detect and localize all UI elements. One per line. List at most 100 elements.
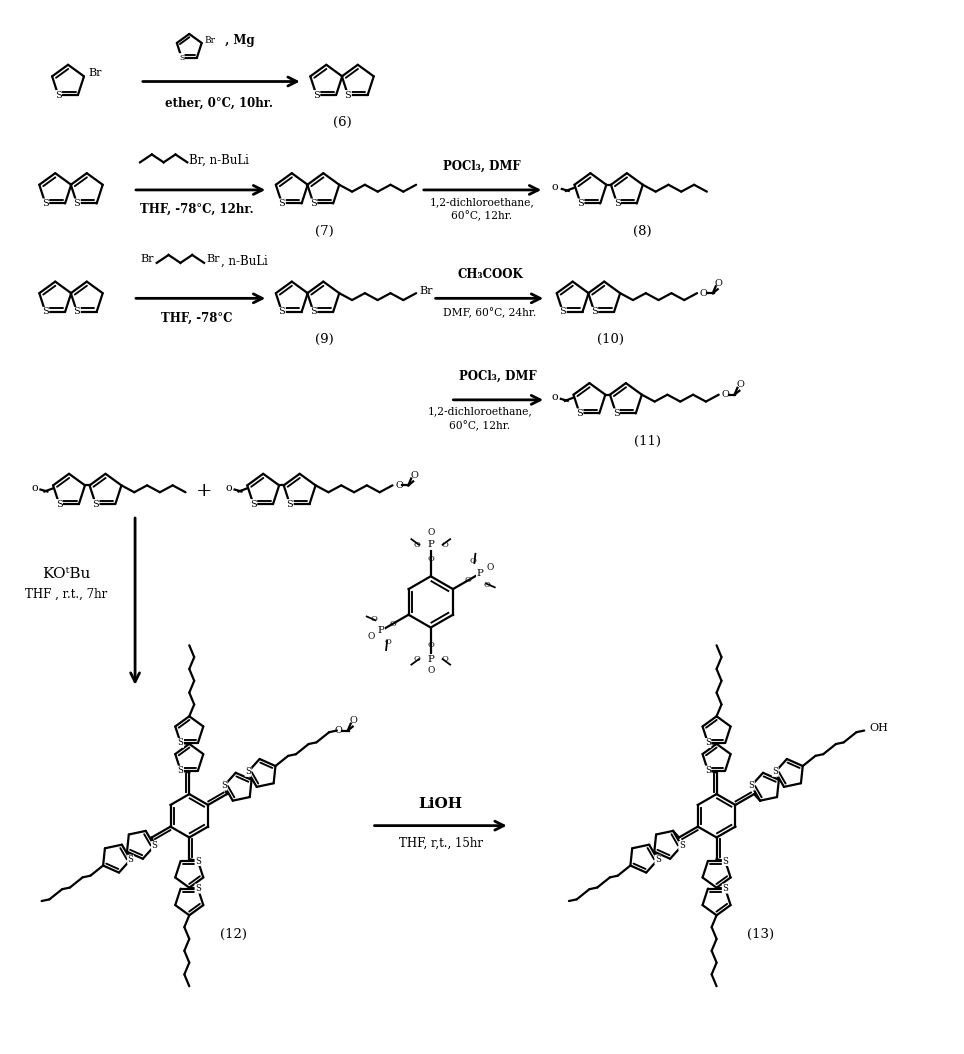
Text: LiOH: LiOH <box>418 797 463 811</box>
Text: O: O <box>335 726 343 735</box>
Text: O: O <box>389 620 396 627</box>
Text: O: O <box>714 279 723 288</box>
Text: P: P <box>427 655 434 664</box>
Text: S: S <box>250 500 256 509</box>
Text: O: O <box>385 639 391 646</box>
Text: S: S <box>705 766 710 775</box>
Text: S: S <box>591 308 598 316</box>
Text: O: O <box>700 289 708 297</box>
Text: S: S <box>655 855 660 864</box>
Text: S: S <box>344 91 351 99</box>
Text: 60°C, 12hr.: 60°C, 12hr. <box>451 210 513 221</box>
Text: , Mg: , Mg <box>222 34 255 46</box>
Text: O: O <box>427 641 434 649</box>
Text: S: S <box>577 199 584 208</box>
Text: S: S <box>559 308 566 316</box>
Text: S: S <box>73 199 80 208</box>
Text: DMF, 60°C, 24hr.: DMF, 60°C, 24hr. <box>443 308 537 318</box>
Text: S: S <box>127 855 133 864</box>
Text: S: S <box>279 308 285 316</box>
Text: ether, 0°C, 10hr.: ether, 0°C, 10hr. <box>165 97 273 110</box>
Text: S: S <box>748 781 755 790</box>
Text: S: S <box>73 308 80 316</box>
Text: O: O <box>367 632 375 641</box>
Text: , n-BuLi: , n-BuLi <box>221 254 268 268</box>
Text: O: O <box>484 581 491 589</box>
Text: S: S <box>679 841 684 851</box>
Text: 1,2-dichloroethane,: 1,2-dichloroethane, <box>428 407 532 416</box>
Text: Br, n-BuLi: Br, n-BuLi <box>189 154 249 167</box>
Text: O: O <box>350 716 358 725</box>
Text: S: S <box>179 54 184 61</box>
Text: S: S <box>55 91 62 99</box>
Text: S: S <box>195 884 201 893</box>
Text: 1,2-dichloroethane,: 1,2-dichloroethane, <box>430 197 534 207</box>
Text: P: P <box>427 541 434 549</box>
Text: S: S <box>722 857 728 865</box>
Text: O: O <box>427 554 434 563</box>
Text: THF, r,t., 15hr: THF, r,t., 15hr <box>398 837 483 850</box>
Text: S: S <box>722 884 728 893</box>
Text: (12): (12) <box>220 928 247 940</box>
Text: S: S <box>42 308 49 316</box>
Text: 60°C, 12hr.: 60°C, 12hr. <box>449 421 511 431</box>
Text: O: O <box>427 666 435 676</box>
Text: OH: OH <box>870 723 888 733</box>
Text: Br: Br <box>419 287 433 296</box>
Text: (7): (7) <box>315 225 334 238</box>
Text: CH₃COOK: CH₃COOK <box>457 268 522 281</box>
Text: S: S <box>195 857 201 865</box>
Text: S: S <box>93 500 99 509</box>
Text: +: + <box>196 482 212 500</box>
Text: S: S <box>279 199 285 208</box>
Text: o: o <box>31 483 38 492</box>
Text: S: S <box>313 91 320 99</box>
Text: S: S <box>177 739 183 747</box>
Text: o: o <box>551 392 558 402</box>
Text: KOᵗBu: KOᵗBu <box>41 567 91 582</box>
Text: S: S <box>221 781 228 790</box>
Text: Br: Br <box>206 254 220 264</box>
Text: (8): (8) <box>633 225 652 238</box>
Text: O: O <box>414 656 420 663</box>
Text: O: O <box>427 528 435 538</box>
Text: O: O <box>442 656 448 663</box>
Text: O: O <box>736 380 744 389</box>
Text: P: P <box>378 626 385 635</box>
Text: S: S <box>310 199 317 208</box>
Text: Br: Br <box>140 254 153 264</box>
Text: S: S <box>245 767 251 777</box>
Text: o: o <box>551 182 558 192</box>
Text: (6): (6) <box>333 116 352 130</box>
Text: O: O <box>469 558 477 565</box>
Text: POCl₃, DMF: POCl₃, DMF <box>443 160 521 173</box>
Text: O: O <box>442 541 448 549</box>
Text: S: S <box>613 409 620 418</box>
Text: O: O <box>722 390 730 399</box>
Text: THF, -78°C: THF, -78°C <box>161 312 233 325</box>
Text: (13): (13) <box>747 928 774 940</box>
Text: S: S <box>576 409 583 418</box>
Text: Br: Br <box>204 36 216 44</box>
Text: Br: Br <box>88 69 101 78</box>
Text: THF , r.t., 7hr: THF , r.t., 7hr <box>25 587 107 601</box>
Text: (10): (10) <box>597 333 624 346</box>
Text: S: S <box>42 199 49 208</box>
Text: O: O <box>414 541 420 549</box>
Text: O: O <box>371 614 378 623</box>
Text: o: o <box>226 483 232 492</box>
Text: O: O <box>395 481 403 490</box>
Text: S: S <box>614 199 621 208</box>
Text: S: S <box>286 500 293 509</box>
Text: P: P <box>477 569 484 578</box>
Text: O: O <box>487 563 495 572</box>
Text: O: O <box>465 577 471 584</box>
Text: S: S <box>151 841 157 851</box>
Text: S: S <box>56 500 63 509</box>
Text: S: S <box>177 766 183 775</box>
Text: POCl₃, DMF: POCl₃, DMF <box>459 370 537 383</box>
Text: (9): (9) <box>315 333 334 346</box>
Text: THF, -78°C, 12hr.: THF, -78°C, 12hr. <box>141 203 254 216</box>
Text: O: O <box>411 471 418 480</box>
Text: S: S <box>310 308 317 316</box>
